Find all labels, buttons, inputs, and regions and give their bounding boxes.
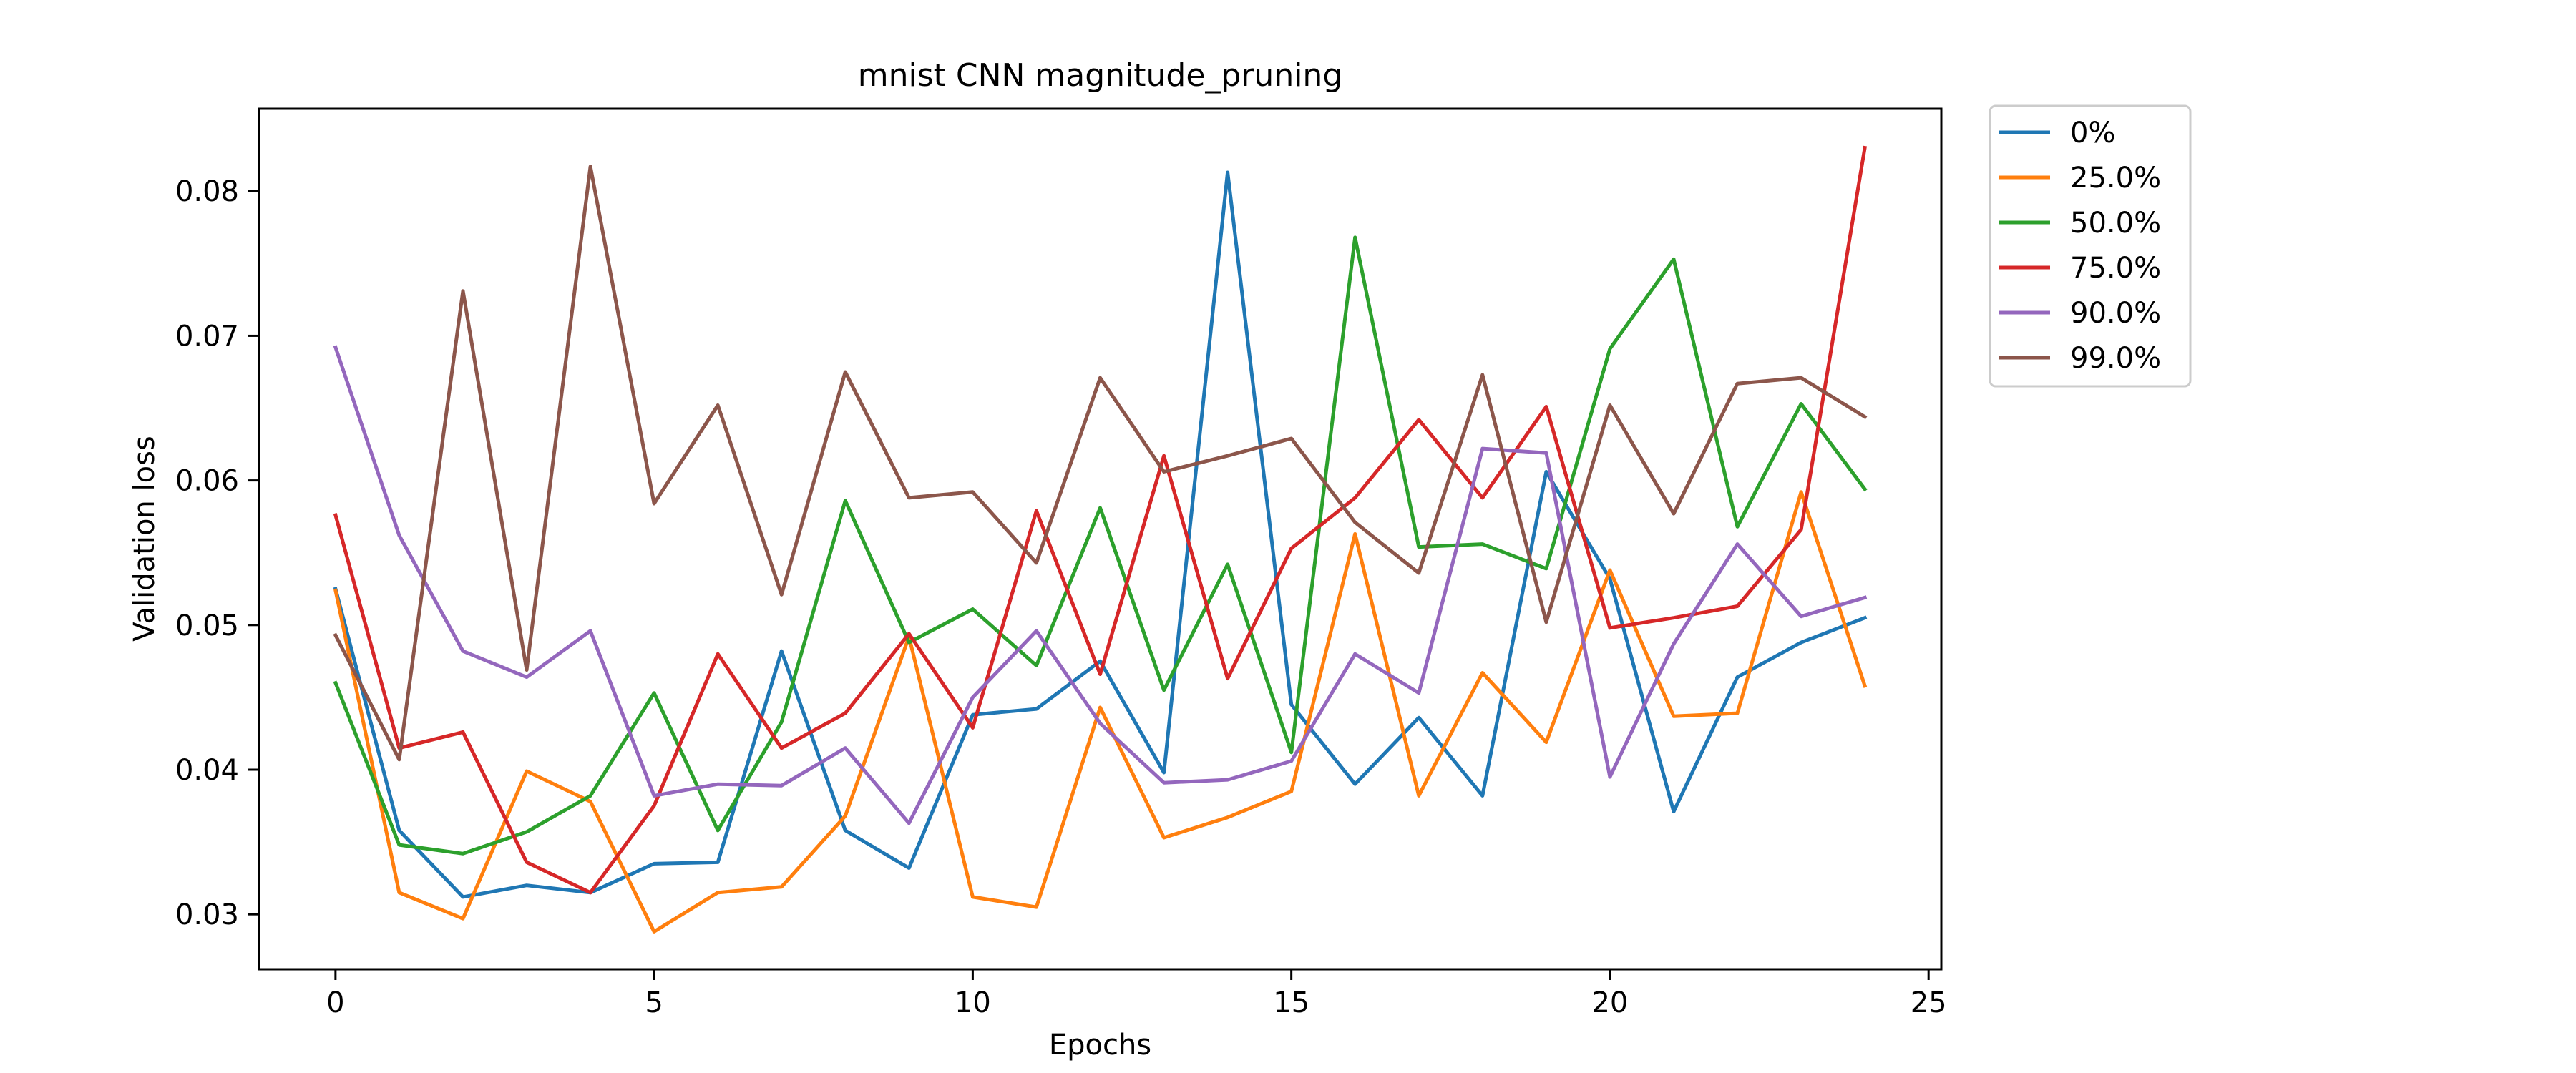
- legend-label-1: 25.0%: [2070, 162, 2161, 195]
- legend-label-3: 75.0%: [2070, 252, 2161, 285]
- plot-frame: [258, 107, 1943, 971]
- x-tick-label: 15: [1273, 986, 1309, 1019]
- x-tick-label: 20: [1591, 986, 1628, 1019]
- x-axis-label: Epochs: [1049, 1029, 1151, 1062]
- y-tick-label: 0.06: [175, 465, 239, 498]
- legend-label-4: 90.0%: [2070, 297, 2161, 330]
- legend-label-5: 99.0%: [2070, 342, 2161, 375]
- series-lines: [333, 145, 1868, 934]
- chart-title: mnist CNN magnitude_pruning: [858, 57, 1343, 94]
- x-tick-label: 25: [1911, 986, 1947, 1019]
- x-tick-label: 10: [955, 986, 991, 1019]
- y-tick-label: 0.05: [175, 609, 239, 642]
- y-axis-label: Validation loss: [128, 436, 161, 642]
- series-line-4: [333, 345, 1868, 825]
- legend: 0% 25.0% 50.0% 75.0% 90.0% 99.0%: [1989, 104, 2192, 388]
- y-tick-label: 0.08: [175, 175, 239, 208]
- y-tick-label: 0.04: [175, 754, 239, 787]
- series-line-5: [333, 165, 1868, 762]
- y-tick-label: 0.03: [175, 898, 239, 931]
- x-tick-label: 0: [326, 986, 344, 1019]
- series-line-1: [333, 490, 1868, 934]
- series-line-3: [333, 145, 1867, 895]
- legend-label-0: 0%: [2070, 117, 2115, 150]
- legend-label-2: 50.0%: [2070, 207, 2161, 240]
- y-tick-label: 0.07: [175, 320, 239, 353]
- x-tick-label: 5: [645, 986, 663, 1019]
- series-line-2: [333, 235, 1868, 856]
- axis-ticks: 0 5 10 15 20 25 0.03 0.04 0.05 0.06 0.07 0.08: [175, 175, 1947, 1019]
